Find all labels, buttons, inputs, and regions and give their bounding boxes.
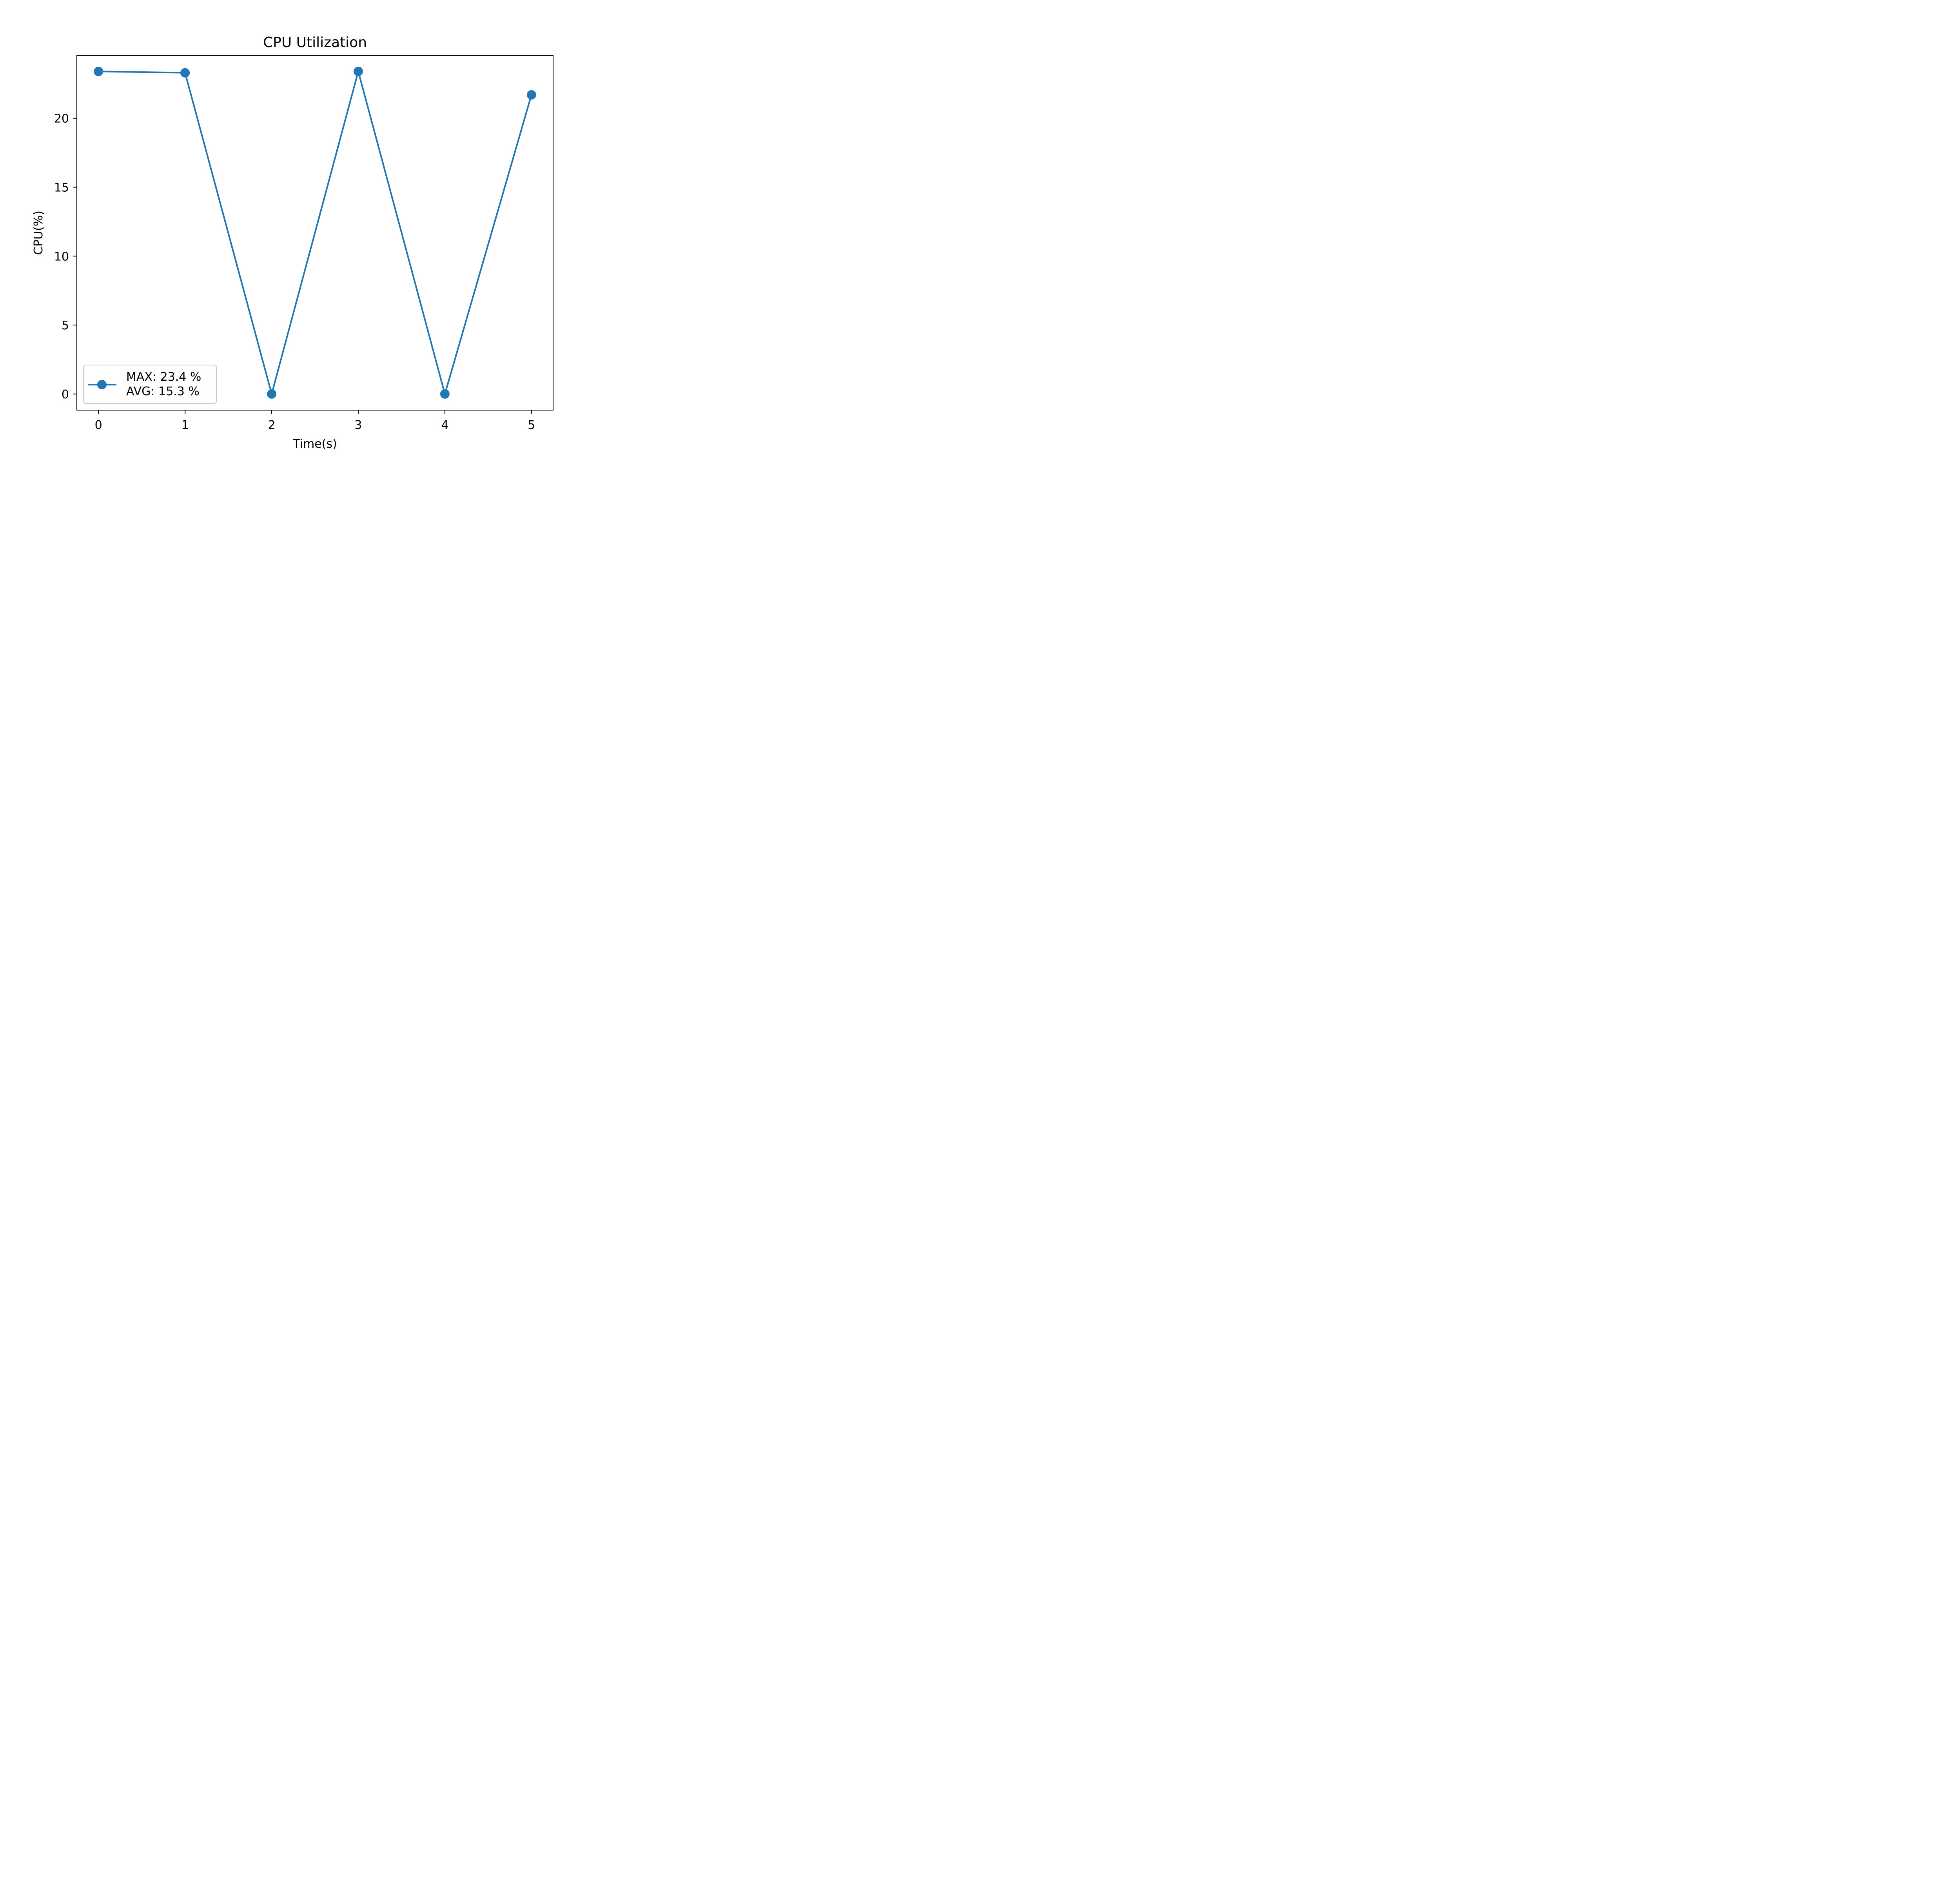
legend-max-label: MAX: 23.4 %	[126, 370, 201, 384]
data-point	[526, 90, 536, 100]
y-tick-label: 0	[62, 388, 69, 401]
x-tick-label: 5	[528, 418, 535, 432]
legend: MAX: 23.4 %AVG: 15.3 %	[83, 365, 217, 404]
data-point	[267, 389, 277, 399]
chart-figure: CPU Utilization Time(s) CPU(%) 0 1 2 3 4 5 0 5 1…	[0, 0, 606, 455]
legend-avg-label: AVG: 15.3 %	[126, 385, 200, 398]
x-tick-label: 2	[268, 418, 275, 432]
chart-title: CPU Utilization	[263, 35, 367, 51]
y-tick-label: 5	[62, 319, 69, 332]
x-tick-label: 4	[441, 418, 448, 432]
series-line	[98, 71, 532, 395]
legend-box	[83, 365, 217, 404]
y-tick-label: 10	[54, 250, 69, 263]
y-axis-label: CPU(%)	[32, 211, 45, 255]
y-tick-label: 15	[54, 181, 69, 194]
line-chart: CPU Utilization Time(s) CPU(%) 0 1 2 3 4 5 0 5 1…	[32, 35, 554, 451]
x-axis-label: Time(s)	[292, 437, 337, 451]
x-tick-label: 0	[95, 418, 102, 432]
x-tick-label: 1	[181, 418, 189, 432]
y-tick-label: 20	[54, 112, 69, 126]
data-point	[353, 67, 363, 76]
plot-area-frame	[76, 55, 554, 411]
x-tick-label: 3	[354, 418, 362, 432]
data-point	[440, 389, 450, 399]
data-point	[94, 67, 103, 76]
legend-marker-swatch	[97, 380, 107, 389]
series-layer	[94, 67, 536, 399]
axis-ticks: 0 1 2 3 4 5 0 5 10 15 20	[54, 112, 535, 432]
data-point	[180, 68, 190, 78]
